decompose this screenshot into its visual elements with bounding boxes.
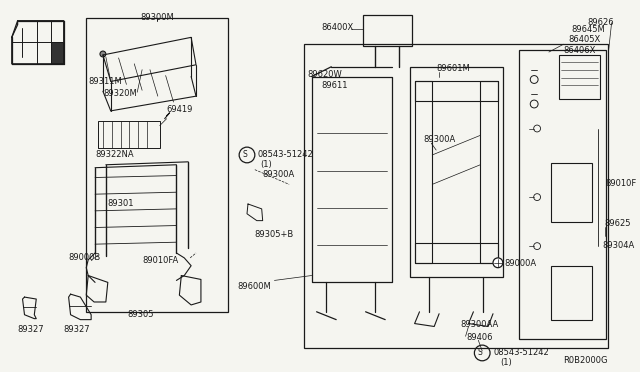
Bar bbox=[480, 81, 498, 263]
Bar bbox=[415, 243, 498, 263]
Text: 89327: 89327 bbox=[64, 324, 90, 334]
Text: 69419: 69419 bbox=[166, 105, 193, 114]
Text: 89300A: 89300A bbox=[424, 135, 456, 144]
Text: 89620W: 89620W bbox=[308, 70, 342, 79]
Text: 89601M: 89601M bbox=[436, 64, 470, 73]
Text: 89625: 89625 bbox=[605, 219, 631, 228]
Text: 89304A: 89304A bbox=[603, 241, 635, 250]
Text: 89301: 89301 bbox=[108, 199, 134, 208]
Bar bbox=[551, 266, 592, 320]
Bar bbox=[415, 81, 498, 101]
Bar bbox=[520, 50, 605, 339]
Bar bbox=[363, 15, 412, 46]
Text: 89300A: 89300A bbox=[262, 170, 295, 179]
Text: 89611: 89611 bbox=[321, 81, 348, 90]
Text: 89000B: 89000B bbox=[68, 253, 101, 262]
Text: 89322NA: 89322NA bbox=[95, 150, 134, 159]
Text: R0B2000G: R0B2000G bbox=[564, 356, 608, 365]
Text: 89305+B: 89305+B bbox=[255, 230, 294, 240]
Text: 89600M: 89600M bbox=[237, 282, 271, 291]
Text: 89626: 89626 bbox=[587, 18, 614, 27]
Text: 89645M: 89645M bbox=[572, 25, 605, 33]
Text: 89300M: 89300M bbox=[140, 13, 173, 22]
Text: 89311M: 89311M bbox=[88, 77, 122, 86]
Text: 89327: 89327 bbox=[18, 324, 44, 334]
Text: 08543-51242: 08543-51242 bbox=[493, 348, 548, 357]
Text: 89010FA: 89010FA bbox=[142, 256, 179, 265]
Text: 89000A: 89000A bbox=[505, 259, 537, 268]
Text: 89300AA: 89300AA bbox=[461, 320, 499, 328]
Bar bbox=[551, 163, 592, 222]
Text: 89305: 89305 bbox=[127, 310, 154, 319]
Bar bbox=[304, 44, 608, 348]
Text: S: S bbox=[243, 150, 248, 160]
Text: (1): (1) bbox=[260, 160, 273, 169]
Bar bbox=[410, 67, 503, 278]
Text: (1): (1) bbox=[500, 358, 511, 367]
Bar bbox=[559, 55, 600, 99]
Circle shape bbox=[100, 51, 106, 57]
Text: 86406X: 86406X bbox=[564, 46, 596, 55]
Text: 86400X: 86400X bbox=[321, 23, 354, 32]
Bar bbox=[415, 81, 432, 263]
Text: 08543-51242: 08543-51242 bbox=[258, 150, 314, 159]
Bar bbox=[98, 121, 160, 148]
Text: 89010F: 89010F bbox=[605, 179, 637, 189]
Text: 89320M: 89320M bbox=[103, 89, 137, 98]
Text: S: S bbox=[478, 349, 483, 357]
Text: 86405X: 86405X bbox=[568, 35, 601, 44]
Bar bbox=[51, 42, 64, 64]
Circle shape bbox=[493, 258, 503, 268]
Text: 89406: 89406 bbox=[467, 333, 493, 342]
Bar bbox=[86, 18, 228, 312]
